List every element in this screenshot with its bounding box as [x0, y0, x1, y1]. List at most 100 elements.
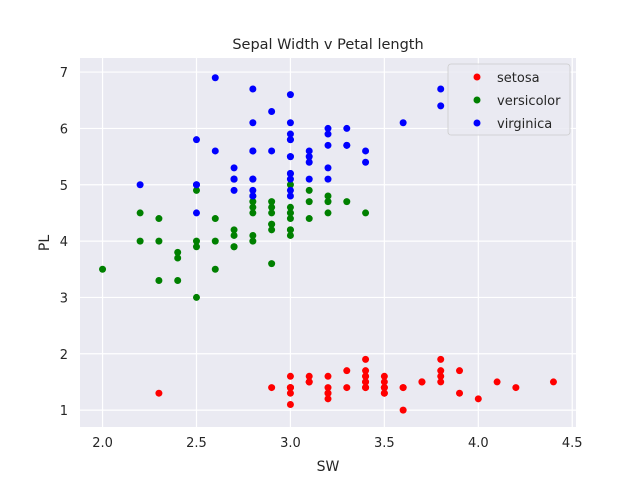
data-point-virginica	[249, 85, 257, 93]
data-point-versicolor	[249, 203, 257, 211]
data-point-versicolor	[343, 198, 351, 206]
data-point-versicolor	[268, 260, 276, 268]
data-point-setosa	[324, 389, 332, 397]
data-point-virginica	[192, 209, 200, 217]
data-point-virginica	[286, 91, 294, 99]
data-point-versicolor	[286, 215, 294, 223]
data-point-virginica	[192, 181, 200, 189]
x-axis-label: SW	[317, 459, 340, 475]
data-point-virginica	[286, 169, 294, 177]
data-point-virginica	[343, 141, 351, 149]
x-tick-label: 3.5	[374, 436, 395, 451]
data-point-virginica	[286, 130, 294, 138]
series-versicolor	[99, 175, 370, 301]
x-tick-label: 4.0	[468, 436, 489, 451]
data-point-versicolor	[136, 237, 144, 245]
data-point-setosa	[549, 378, 557, 386]
data-point-versicolor	[249, 198, 257, 206]
data-point-setosa	[456, 389, 464, 397]
data-point-virginica	[286, 119, 294, 127]
data-point-versicolor	[174, 248, 182, 256]
data-point-virginica	[362, 147, 370, 155]
data-point-virginica	[249, 175, 257, 183]
data-point-virginica	[324, 175, 332, 183]
data-point-setosa	[155, 389, 163, 397]
data-point-virginica	[305, 153, 313, 161]
data-point-setosa	[380, 384, 388, 392]
data-point-virginica	[324, 164, 332, 172]
data-point-versicolor	[324, 198, 332, 206]
data-point-virginica	[324, 124, 332, 132]
data-point-versicolor	[230, 243, 238, 251]
data-point-setosa	[286, 384, 294, 392]
data-point-virginica	[305, 175, 313, 183]
legend-box	[447, 63, 571, 136]
data-point-versicolor	[268, 203, 276, 211]
data-point-virginica	[324, 130, 332, 138]
legend-marker-virginica	[473, 119, 481, 127]
legend-marker-setosa	[473, 73, 481, 81]
data-point-virginica	[192, 136, 200, 144]
data-point-versicolor	[268, 220, 276, 228]
data-point-versicolor	[211, 215, 219, 223]
data-point-setosa	[286, 372, 294, 380]
data-point-versicolor	[192, 186, 200, 194]
x-tick-label: 2.0	[92, 436, 113, 451]
x-tick-label: 2.5	[186, 436, 207, 451]
data-point-virginica	[362, 158, 370, 166]
y-tick-label: 5	[60, 179, 68, 194]
data-point-setosa	[380, 378, 388, 386]
data-point-virginica	[286, 175, 294, 183]
data-point-virginica	[230, 164, 238, 172]
data-point-virginica	[286, 153, 294, 161]
data-point-setosa	[418, 378, 426, 386]
x-tick-label: 3.0	[280, 436, 301, 451]
data-point-virginica	[249, 192, 257, 200]
data-point-versicolor	[286, 203, 294, 211]
data-point-versicolor	[136, 209, 144, 217]
x-tick-labels: 2.0 2.5 3.0 3.5 4.0 4.5	[92, 436, 582, 451]
data-point-setosa	[362, 384, 370, 392]
y-tick-label: 1	[60, 404, 68, 419]
data-point-virginica	[268, 108, 276, 116]
data-point-versicolor	[211, 265, 219, 273]
data-point-virginica	[211, 147, 219, 155]
data-point-virginica	[286, 186, 294, 194]
y-tick-labels: 1 2 3 4 5 6 7	[60, 66, 68, 419]
data-point-versicolor	[305, 198, 313, 206]
data-point-setosa	[380, 372, 388, 380]
data-point-virginica	[305, 158, 313, 166]
data-point-versicolor	[192, 237, 200, 245]
series-virginica	[136, 74, 445, 217]
data-point-virginica	[268, 147, 276, 155]
data-point-versicolor	[268, 209, 276, 217]
legend-label-setosa: setosa	[497, 71, 540, 86]
data-point-virginica	[343, 124, 351, 132]
data-points	[99, 74, 557, 414]
data-point-versicolor	[230, 226, 238, 234]
data-point-virginica	[399, 119, 407, 127]
data-point-virginica	[286, 192, 294, 200]
data-point-virginica	[437, 102, 445, 110]
data-point-setosa	[512, 384, 520, 392]
data-point-versicolor	[362, 209, 370, 217]
data-point-versicolor	[286, 181, 294, 189]
data-point-setosa	[437, 367, 445, 375]
data-point-setosa	[305, 378, 313, 386]
data-point-setosa	[286, 389, 294, 397]
data-point-versicolor	[174, 277, 182, 285]
legend-label-virginica: virginica	[497, 117, 552, 132]
data-point-setosa	[343, 367, 351, 375]
data-point-setosa	[437, 378, 445, 386]
y-tick-label: 2	[60, 348, 68, 363]
data-point-setosa	[324, 372, 332, 380]
data-point-setosa	[324, 384, 332, 392]
data-point-setosa	[362, 372, 370, 380]
data-point-setosa	[305, 372, 313, 380]
data-point-virginica	[136, 181, 144, 189]
data-point-virginica	[286, 136, 294, 144]
data-point-versicolor	[99, 265, 107, 273]
data-point-versicolor	[268, 198, 276, 206]
data-point-versicolor	[249, 231, 257, 239]
data-point-versicolor	[324, 209, 332, 217]
